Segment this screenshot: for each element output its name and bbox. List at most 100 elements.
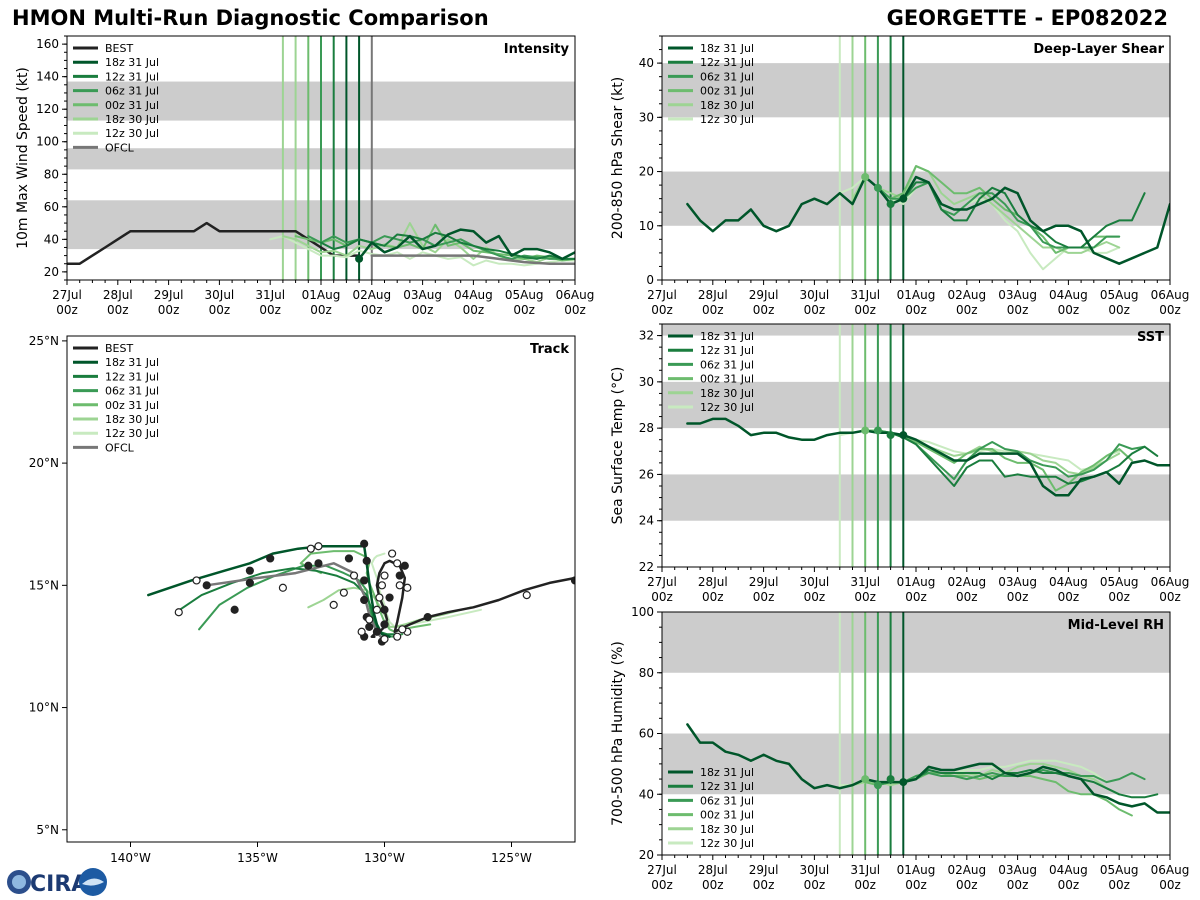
track-point-30 xyxy=(388,549,397,558)
intensity-x-tick-date: 29Jul xyxy=(154,288,184,302)
intensity-x-tick-label-8: 04Aug 00z xyxy=(454,288,493,317)
track-point-33 xyxy=(375,593,384,602)
track-point-40 xyxy=(314,542,323,551)
shear-x-tick-label-9: 05Aug 00z xyxy=(1100,288,1139,317)
shear-y-tick-label-2: 20 xyxy=(639,165,654,179)
rh-x-tick-label-9: 05Aug 00z xyxy=(1100,863,1139,892)
track-point-34 xyxy=(372,605,381,614)
intensity-legend-label-5: 18z 30 Jul xyxy=(105,113,159,126)
sst-marker-3 xyxy=(899,431,908,440)
shear-band-1 xyxy=(662,63,1170,118)
sst-y-tick-label-5: 32 xyxy=(639,329,654,343)
intensity-plot-area xyxy=(67,36,575,280)
sst-panel-title: SST xyxy=(1137,330,1164,345)
intensity-y-tick-label-3: 80 xyxy=(44,167,59,181)
track-point-12 xyxy=(360,539,369,548)
track-point-7 xyxy=(372,627,381,636)
rh-x-tick-hour: 00z xyxy=(854,878,876,892)
intensity-y-tick-label-6: 140 xyxy=(36,70,59,84)
intensity-x-tick-label-5: 01Aug 00z xyxy=(302,288,341,317)
sst-x-tick-label-3: 30Jul 00z xyxy=(800,575,830,604)
sst-legend-label-1: 12z 31 Jul xyxy=(700,344,754,357)
sst-x-tick-hour: 00z xyxy=(854,590,876,604)
sst-x-tick-date: 02Aug xyxy=(947,575,986,589)
rh-x-tick-label-5: 01Aug 00z xyxy=(897,863,936,892)
track-point-46 xyxy=(398,625,407,634)
rh-legend-label-3: 00z 31 Jul xyxy=(700,809,754,822)
shear-x-tick-hour: 00z xyxy=(905,303,927,317)
intensity-y-tick-label-5: 120 xyxy=(36,102,59,116)
sst-marker-1 xyxy=(873,426,882,435)
track-point-29 xyxy=(393,559,402,568)
track-point-20 xyxy=(230,605,239,614)
intensity-x-tick-label-7: 03Aug 00z xyxy=(403,288,442,317)
track-x-tick-label-0: 140°W xyxy=(110,851,151,865)
rh-x-tick-label-2: 29Jul 00z xyxy=(749,863,779,892)
intensity-x-tick-date: 31Jul xyxy=(255,288,285,302)
shear-x-tick-date: 05Aug xyxy=(1100,288,1139,302)
sst-x-tick-label-9: 05Aug 00z xyxy=(1100,575,1139,604)
track-point-8 xyxy=(365,622,374,631)
track-point-11 xyxy=(360,576,369,585)
sst-y-tick-label-1: 24 xyxy=(639,514,654,528)
rh-plot-area xyxy=(662,612,1170,855)
sst-x-tick-date: 05Aug xyxy=(1100,575,1139,589)
shear-x-tick-label-4: 31Jul 00z xyxy=(850,288,880,317)
shear-y-axis-label: 200-850 hPa Shear (kt) xyxy=(610,77,626,239)
rh-panel-title: Mid-Level RH xyxy=(1068,618,1164,633)
sst-plot-area xyxy=(662,324,1170,567)
track-y-tick-label-0: 5°N xyxy=(36,823,59,837)
track-y-tick-label-1: 10°N xyxy=(29,701,59,715)
shear-marker-3 xyxy=(899,194,908,203)
sst-x-tick-label-4: 31Jul 00z xyxy=(850,575,880,604)
intensity-x-tick-hour: 00z xyxy=(310,303,332,317)
intensity-y-tick-label-1: 40 xyxy=(44,232,59,246)
sst-x-tick-date: 01Aug xyxy=(897,575,936,589)
intensity-x-tick-hour: 00z xyxy=(361,303,383,317)
rh-x-tick-label-0: 27Jul 00z xyxy=(647,863,677,892)
shear-legend-label-2: 06z 31 Jul xyxy=(700,70,754,83)
sst-x-tick-label-7: 03Aug 00z xyxy=(998,575,1037,604)
rh-x-tick-label-4: 31Jul 00z xyxy=(850,863,880,892)
track-panel: 140°W 135°W 130°W 125°W 5°N 10°N 15°N 20°N 25°N T… xyxy=(29,334,576,865)
intensity-legend-label-2: 12z 31 Jul xyxy=(105,70,159,83)
sst-series-18z-31-jul xyxy=(686,417,1170,497)
intensity-legend-label-4: 00z 31 Jul xyxy=(105,99,159,112)
track-y-tick-label-3: 20°N xyxy=(29,456,59,470)
sst-x-tick-hour: 00z xyxy=(651,590,673,604)
intensity-legend-label-3: 06z 31 Jul xyxy=(105,85,159,98)
shear-x-tick-hour: 00z xyxy=(1007,303,1029,317)
shear-y-tick-label-1: 10 xyxy=(639,219,654,233)
track-plot-area xyxy=(147,539,575,646)
sst-band-2 xyxy=(662,324,1170,336)
track-point-18 xyxy=(245,566,254,575)
sst-legend-label-4: 18z 30 Jul xyxy=(700,387,754,400)
rh-x-tick-date: 31Jul xyxy=(850,863,880,877)
sst-x-tick-hour: 00z xyxy=(956,590,978,604)
shear-panel-title: Deep-Layer Shear xyxy=(1033,42,1164,57)
sst-marker-2 xyxy=(886,431,895,440)
rh-x-tick-date: 30Jul xyxy=(800,863,830,877)
sst-x-tick-hour: 00z xyxy=(1007,590,1029,604)
track-point-4 xyxy=(385,593,394,602)
sst-legend-label-5: 12z 30 Jul xyxy=(700,401,754,414)
track-point-31 xyxy=(380,571,389,580)
track-point-17 xyxy=(266,554,275,563)
intensity-x-tick-hour: 00z xyxy=(107,303,129,317)
rh-series-18z-30-jul xyxy=(851,762,1121,796)
intensity-x-tick-hour: 00z xyxy=(564,303,586,317)
track-point-1 xyxy=(423,613,432,622)
shear-x-tick-label-0: 27Jul 00z xyxy=(647,288,677,317)
sst-x-tick-hour: 00z xyxy=(1159,590,1181,604)
shear-band-0 xyxy=(662,171,1170,226)
shear-x-tick-label-8: 04Aug 00z xyxy=(1049,288,1088,317)
sst-x-tick-hour: 00z xyxy=(905,590,927,604)
sst-x-tick-date: 03Aug xyxy=(998,575,1037,589)
track-point-21 xyxy=(202,581,211,590)
sst-x-tick-label-0: 27Jul 00z xyxy=(647,575,677,604)
cira-logo: CIRA xyxy=(7,868,107,897)
